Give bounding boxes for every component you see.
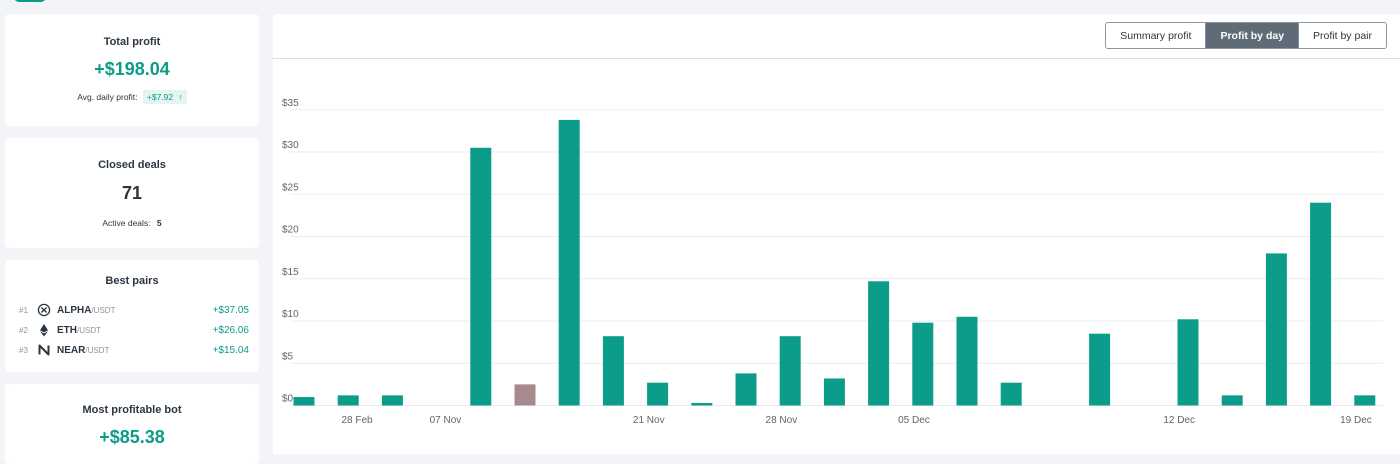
chart-bar [381,395,403,406]
chart-bar [868,281,890,406]
y-tick-label: $25 [282,182,299,193]
panel-divider [273,58,1400,59]
near-coin-icon [37,343,51,357]
x-tick-label: 21 Nov [633,415,665,426]
y-tick-label: $30 [282,140,299,151]
pair-quote: /USDT [77,325,101,335]
chart-bar [779,336,801,406]
alpha-coin-icon [37,303,51,317]
most-profitable-bot-card: Most profitable bot +$85.38 [5,384,259,464]
pair-quote: /USDT [85,345,110,355]
pair-row[interactable]: #1 ALPHA /USDT +$37.05 [19,301,249,319]
avg-daily-profit-badge: +$7.92 ↑ [142,90,187,104]
y-tick-label: $0 [282,394,294,405]
total-profit-card: Total profit +$198.04 Avg. daily profit:… [5,14,259,126]
x-tick-label: 28 Feb [341,415,373,426]
active-deals-value: 5 [156,218,162,228]
closed-deals-card: Closed deals 71 Active deals: 5 [5,138,259,248]
pair-rank: #1 [19,305,28,315]
chart-bar [514,384,536,406]
pair-row[interactable]: #3 NEAR /USDT +$15.04 [19,341,249,359]
avg-daily-profit-value: +$7.92 [146,92,174,102]
x-tick-label: 12 Dec [1163,415,1195,426]
chart-bar [956,316,978,406]
pair-profit: +$37.05 [212,304,249,316]
chart-bar [823,378,845,406]
tab-profit-by-day[interactable]: Profit by day [1205,23,1299,48]
x-tick-label: 05 Dec [898,415,930,426]
chart-bar [912,322,934,406]
avg-daily-profit-row: Avg. daily profit: +$7.92 ↑ [5,90,259,104]
chart-bar [1310,202,1332,406]
active-nav-indicator[interactable] [14,0,46,2]
pair-quote: /USDT [91,305,116,315]
profit-by-day-chart: $0 $5 $10 $15 $20 $25 $30 $35 28 Feb 07 Nov 21 Nov… [282,98,1383,426]
chart-bar [647,382,669,406]
y-tick-label: $20 [282,225,299,236]
total-profit-title: Total profit [103,36,161,48]
y-tick-label: $10 [282,309,299,320]
chart-bar [735,373,757,406]
chart-bar [558,119,580,406]
pair-row[interactable]: #2 ETH /USDT +$26.06 [19,321,249,339]
chart-bar [691,402,713,406]
chart-view-tabs: Summary profit Profit by day Profit by p… [1105,22,1387,49]
chart-bar [1265,253,1287,406]
avg-daily-profit-label: Avg. daily profit: [77,92,138,102]
tab-summary-profit[interactable]: Summary profit [1106,23,1206,48]
tab-profit-by-pair[interactable]: Profit by pair [1298,23,1386,48]
x-tick-label: 07 Nov [430,415,462,426]
chart-bar [470,147,492,406]
chart-bar [1000,382,1022,406]
pair-base: ETH [57,324,77,336]
top-nav-strip [0,0,1400,4]
chart-bar [293,397,315,406]
arrow-up-icon: ↑ [178,92,183,102]
chart-bar [1354,395,1376,406]
pair-profit: +$26.06 [212,324,249,336]
pair-base: ALPHA [57,304,92,316]
y-tick-label: $35 [282,98,299,109]
chart-bar [337,395,359,406]
pair-profit: +$15.04 [212,344,249,356]
total-profit-value: +$198.04 [94,59,170,79]
best-pairs-card: Best pairs #1 ALPHA /USDT +$37.05 #2 ETH… [5,260,259,372]
active-deals-row: Active deals: 5 [5,218,259,228]
x-tick-label: 19 Dec [1340,415,1372,426]
closed-deals-title: Closed deals [98,159,166,171]
most-profitable-bot-value: +$85.38 [99,427,165,447]
pair-rank: #2 [19,325,28,335]
best-pairs-title: Best pairs [105,275,159,287]
chart-bar [1089,333,1111,406]
profit-chart-panel: Summary profit Profit by day Profit by p… [273,14,1400,454]
chart-bar [602,336,624,406]
active-deals-label: Active deals: [102,218,151,228]
eth-coin-icon [37,323,51,337]
chart-bar [1177,319,1199,406]
y-tick-label: $15 [282,267,299,278]
closed-deals-value: 71 [121,183,143,203]
y-tick-label: $5 [282,351,294,362]
most-profitable-bot-title: Most profitable bot [82,404,182,416]
pair-base: NEAR [57,344,86,356]
chart-bar [1221,395,1243,406]
pair-rank: #3 [19,345,28,355]
x-tick-label: 28 Nov [766,415,798,426]
